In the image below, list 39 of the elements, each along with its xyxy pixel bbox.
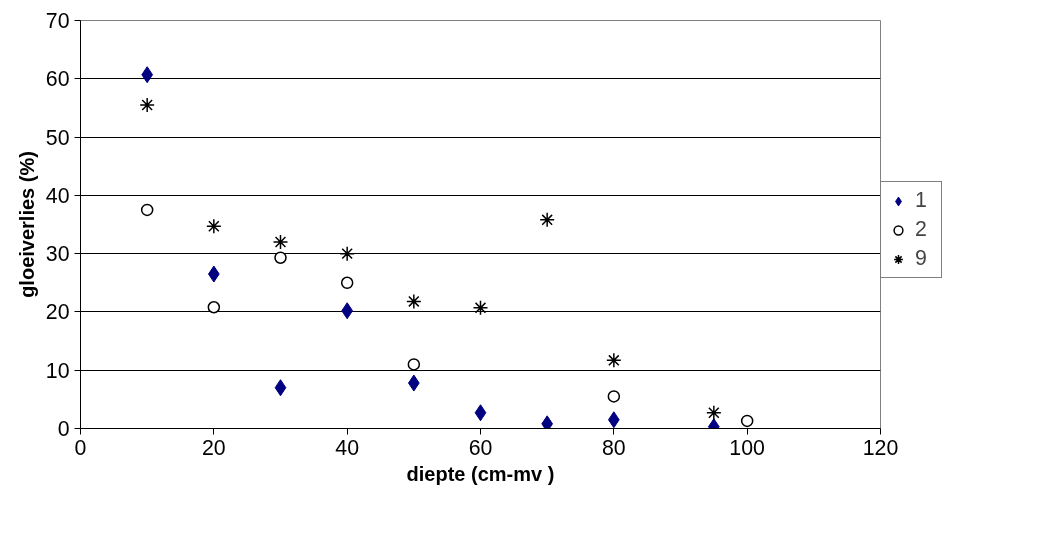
point [539, 212, 555, 228]
x-tick-label: 0 [74, 435, 87, 460]
point [274, 379, 287, 397]
point [207, 301, 221, 314]
point [607, 390, 621, 403]
point [274, 251, 287, 264]
y-tick-label: 40 [45, 183, 70, 208]
point [206, 218, 222, 234]
point [339, 245, 355, 262]
x-tick-label: 100 [729, 435, 766, 460]
x-axis-title: diepte (cm-mv ) [406, 462, 555, 485]
y-tick-label: 50 [45, 125, 70, 150]
y-tick-label: 60 [45, 67, 70, 92]
point [407, 358, 421, 371]
point [474, 404, 487, 422]
y-tick-label: 0 [57, 417, 70, 441]
legend-label: 9 [915, 246, 928, 271]
point [541, 415, 553, 429]
y-tick-label: 20 [45, 300, 70, 325]
x-tick-label: 20 [201, 435, 226, 460]
point [606, 352, 622, 369]
y-tick-label: 70 [45, 9, 70, 33]
x-tick-label: 80 [601, 435, 626, 460]
point [140, 203, 154, 217]
point [272, 234, 289, 250]
point [472, 300, 489, 316]
x-tick-label: 120 [862, 435, 899, 460]
x-tick-label: 40 [335, 435, 360, 460]
point [406, 293, 422, 310]
point [706, 405, 722, 421]
point [340, 276, 354, 290]
y-tick-label: 10 [45, 358, 70, 383]
legend-label: 1 [915, 188, 928, 213]
y-axis-title: gloeiverlies (%) [15, 151, 38, 298]
legend-label: 2 [915, 217, 928, 242]
point [139, 97, 155, 113]
point [740, 414, 754, 428]
y-tick-label: 30 [45, 242, 70, 267]
x-tick-label: 60 [468, 435, 493, 460]
